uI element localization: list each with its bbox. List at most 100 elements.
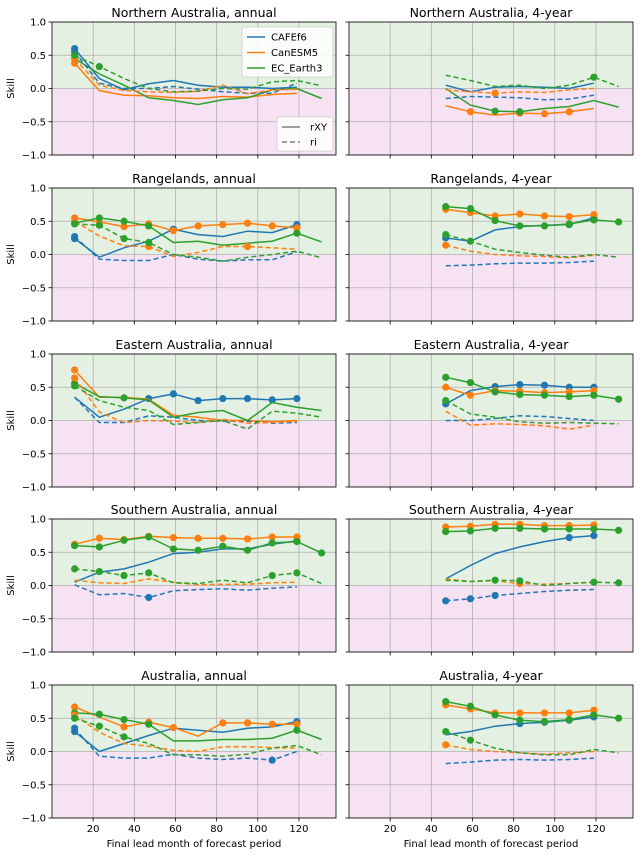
data-point-CanESM5 bbox=[516, 709, 524, 717]
y-tick-label: −1.0 bbox=[22, 814, 46, 825]
data-point-CAFEf6 bbox=[466, 595, 475, 603]
data-point-CanESM5 bbox=[442, 383, 450, 391]
y-tick-label: −1.0 bbox=[22, 483, 46, 494]
panel: Eastern Australia, annual 1.0 0.5 0.0 −0.5 −1… bbox=[6, 337, 337, 494]
y-tick-label: 1.0 bbox=[30, 681, 46, 692]
panel: Southern Australia, annual 1.0 0.5 0.0 −0.5 −… bbox=[6, 502, 337, 659]
panel-title: Rangelands, 4-year bbox=[430, 171, 552, 186]
data-point-EC_Earth3 bbox=[442, 396, 450, 405]
data-point-EC_Earth3 bbox=[95, 62, 103, 71]
data-point-EC_Earth3 bbox=[565, 220, 573, 228]
series-line-CAFEf6-ri bbox=[445, 757, 594, 765]
data-point-EC_Earth3 bbox=[268, 571, 276, 580]
y-tick-label: −0.5 bbox=[22, 614, 46, 625]
panel: Rangelands, 4-year bbox=[345, 171, 634, 325]
x-tick-label: 60 bbox=[466, 824, 479, 835]
data-point-CAFEf6 bbox=[145, 593, 153, 602]
data-point-EC_Earth3 bbox=[466, 702, 475, 710]
data-point-EC_Earth3 bbox=[71, 565, 79, 573]
data-point-CAFEf6 bbox=[293, 394, 301, 403]
data-point-EC_Earth3 bbox=[491, 388, 499, 396]
data-point-EC_Earth3 bbox=[120, 715, 128, 724]
data-point-CanESM5 bbox=[268, 533, 276, 541]
data-point-CanESM5 bbox=[565, 709, 573, 717]
data-point-EC_Earth3 bbox=[565, 525, 573, 533]
y-tick-label: 0.5 bbox=[30, 383, 46, 394]
data-point-EC_Earth3 bbox=[194, 546, 202, 554]
x-tick-label: 60 bbox=[169, 824, 182, 835]
data-point-EC_Earth3 bbox=[293, 538, 301, 546]
data-point-CAFEf6 bbox=[590, 532, 598, 540]
data-point-CanESM5 bbox=[219, 719, 227, 727]
x-tick-label: 120 bbox=[586, 824, 605, 835]
data-point-CanESM5 bbox=[169, 723, 178, 732]
data-point-EC_Earth3 bbox=[614, 526, 623, 534]
data-point-EC_Earth3 bbox=[590, 578, 598, 586]
data-point-CanESM5 bbox=[516, 210, 524, 218]
panel-title: Northern Australia, annual bbox=[111, 5, 276, 20]
data-point-CanESM5 bbox=[120, 222, 128, 231]
y-axis-label: Skill bbox=[6, 575, 17, 595]
y-tick-label: 0.5 bbox=[30, 51, 46, 62]
x-tick-label: 100 bbox=[545, 824, 564, 835]
data-point-EC_Earth3 bbox=[71, 220, 79, 228]
series-line-EC_Earth3-rXY bbox=[445, 700, 619, 723]
x-tick-label: 80 bbox=[210, 824, 223, 835]
y-tick-label: 0.5 bbox=[30, 714, 46, 725]
panel: Rangelands, annual 1.0 0.5 0.0 −0.5 −1.0 Skill bbox=[6, 171, 337, 328]
data-point-EC_Earth3 bbox=[590, 525, 598, 533]
data-point-CanESM5 bbox=[243, 219, 252, 227]
y-tick-label: −0.5 bbox=[22, 449, 46, 460]
data-point-EC_Earth3 bbox=[71, 382, 79, 390]
y-tick-label: 1.0 bbox=[30, 350, 46, 361]
data-point-EC_Earth3 bbox=[491, 524, 499, 532]
series-line-EC_Earth3-ri bbox=[445, 233, 619, 258]
y-tick-label: 1.0 bbox=[30, 184, 46, 195]
data-point-EC_Earth3 bbox=[268, 539, 276, 547]
series-line-CanESM5-rXY bbox=[74, 62, 297, 100]
y-tick-label: 1.0 bbox=[30, 515, 46, 526]
data-point-CanESM5 bbox=[243, 242, 252, 251]
data-point-CanESM5 bbox=[219, 534, 227, 542]
data-point-CAFEf6 bbox=[268, 396, 276, 404]
y-tick-label: 0.0 bbox=[30, 747, 46, 758]
data-point-CanESM5 bbox=[293, 224, 301, 232]
data-point-CanESM5 bbox=[565, 108, 573, 116]
data-point-EC_Earth3 bbox=[491, 216, 499, 225]
data-point-EC_Earth3 bbox=[516, 222, 524, 230]
x-tick-label: 20 bbox=[87, 824, 100, 835]
legend-label-CanESM5: CanESM5 bbox=[271, 48, 318, 59]
data-point-CanESM5 bbox=[540, 709, 549, 717]
data-point-CAFEf6 bbox=[219, 394, 227, 403]
data-point-EC_Earth3 bbox=[516, 108, 524, 116]
data-point-CanESM5 bbox=[243, 535, 252, 543]
data-point-EC_Earth3 bbox=[145, 222, 153, 230]
y-axis-label: Skill bbox=[6, 78, 17, 98]
series-line-CanESM5-ri bbox=[74, 220, 297, 258]
series-line-CanESM5-rXY bbox=[74, 217, 297, 232]
data-point-EC_Earth3 bbox=[317, 549, 326, 557]
data-point-EC_Earth3 bbox=[516, 390, 524, 399]
y-tick-label: 0.0 bbox=[30, 581, 46, 592]
series-line-CanESM5-ri bbox=[445, 410, 595, 430]
data-point-EC_Earth3 bbox=[466, 205, 475, 213]
data-point-CanESM5 bbox=[169, 226, 178, 235]
panel-title: Australia, 4-year bbox=[439, 668, 543, 683]
legend-label-CAFEf6: CAFEf6 bbox=[271, 33, 307, 44]
data-point-EC_Earth3 bbox=[614, 395, 623, 403]
data-point-EC_Earth3 bbox=[614, 714, 623, 722]
series-line-EC_Earth3-ri bbox=[445, 579, 619, 587]
series-line-EC_Earth3-ri bbox=[74, 568, 322, 585]
data-point-CanESM5 bbox=[540, 110, 549, 118]
panel-title: Eastern Australia, 4-year bbox=[414, 337, 570, 352]
y-tick-label: 0.5 bbox=[30, 217, 46, 228]
data-point-EC_Earth3 bbox=[590, 73, 598, 81]
data-point-EC_Earth3 bbox=[120, 536, 128, 544]
data-point-CanESM5 bbox=[71, 703, 79, 711]
series-line-CanESM5-ri bbox=[445, 244, 594, 259]
y-axis-label: Skill bbox=[6, 244, 17, 264]
data-point-CanESM5 bbox=[71, 374, 79, 382]
series-line-CanESM5-ri bbox=[445, 744, 594, 755]
data-point-EC_Earth3 bbox=[145, 533, 153, 541]
data-point-CAFEf6 bbox=[491, 591, 499, 600]
